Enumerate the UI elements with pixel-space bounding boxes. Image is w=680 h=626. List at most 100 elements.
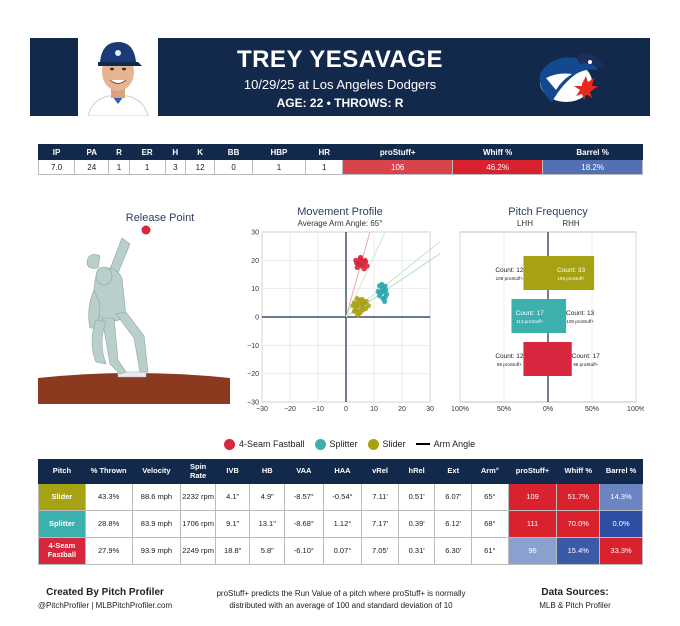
pitch-cell-prostuff: 96: [507, 537, 558, 565]
freq-tick-label: 50%: [585, 406, 599, 413]
stat-value-whiff: 46.2%: [451, 159, 544, 175]
y-tick-label: 20: [251, 258, 259, 265]
stat-header-prostuff: proStuff+: [342, 144, 453, 160]
stat-value-r: 1: [108, 159, 130, 175]
pitch-cell-velocity: 83.9 mph: [131, 510, 182, 538]
pitch-cell-ivb: 9.1": [214, 510, 251, 538]
pitch-row-slider: Slider 43.3% 88.6 mph 2232 rpm 4.1" 4.9" -8.57…: [38, 483, 643, 511]
legend-item-4-seam-fastball: 4-Seam Fastball: [224, 438, 305, 450]
pitch-cell-hb: 5.8": [249, 537, 286, 565]
slider-rhh-prostuff: 109 proStuff+: [557, 276, 585, 281]
slider-point: [365, 303, 371, 309]
stat-value-h: 3: [164, 159, 186, 175]
stat-value-ip: 7.0: [37, 159, 76, 175]
slider-rhh-count: Count: 33: [557, 267, 586, 274]
pitch-cell-arm: 65°: [471, 483, 509, 511]
pitch-cell-hb: 13.1": [249, 510, 286, 538]
x-tick-label: −10: [312, 406, 324, 413]
pitch-cell-whiff: 70.0%: [556, 510, 601, 538]
pitcher-silhouette: [86, 237, 149, 375]
pitch-name-cell: Slider: [38, 483, 86, 511]
pitch-cell-arm: 68°: [471, 510, 509, 538]
stats-value-row: 7.0 24 1 1 3 12 0 1 1 106 46.2% 18.2%: [37, 159, 643, 175]
legend-dot-icon: [367, 438, 379, 450]
splitter-lhh-count: Count: 17: [516, 310, 545, 317]
pitch-cell-prostuff: 109: [507, 483, 558, 511]
stats-header-row: IP PA R ER H K BB HBP HR proStuff+ Whiff % Barrel %: [37, 144, 643, 160]
slider-lhh-prostuff: 108 proStuff+: [496, 276, 524, 281]
pitch-cell-vaa: -8.57°: [284, 483, 324, 511]
release-point-chart: [36, 224, 232, 404]
pitch-cell-vrel: 7.11': [361, 483, 399, 511]
arm-angle-line-icon: [415, 443, 430, 445]
movement-profile-chart: −30 −20 −10 0 10 20 30 30 20 10 0 −10 −20 −30: [247, 230, 440, 413]
pitch-cell-ext: 6.07': [434, 483, 473, 511]
pitch-cell-hrel: 0.39': [397, 510, 436, 538]
pitch-header-thrown: % Thrown: [84, 459, 133, 484]
pitch-cell-whiff: 15.4%: [556, 537, 601, 565]
stat-header-hr: HR: [305, 144, 344, 160]
pitch-cell-vrel: 7.05': [361, 537, 399, 565]
splitter-rhh-count: Count: 13: [566, 310, 595, 317]
created-sub: @PitchProfiler | MLBPitchProfiler.com: [37, 601, 173, 610]
y-tick-label: −20: [247, 371, 259, 378]
pitch-header-arm: Arm°: [471, 459, 509, 484]
freq-tick-label: 50%: [497, 406, 511, 413]
note-line-2: distributed with an average of 100 and s…: [229, 600, 453, 610]
pitch-header-velocity: Velocity: [131, 459, 182, 484]
4-seam-fastball-rhh-count: Count: 17: [572, 353, 601, 360]
pitch-frequency-title: Pitch Frequency: [508, 206, 588, 218]
note-line-1: proStuff+ predicts the Run Value of a pi…: [216, 589, 466, 598]
splitter-point: [382, 283, 388, 289]
splitter-point: [375, 288, 381, 295]
slider-point: [355, 312, 361, 318]
pitch-cell-barrel: 33.3%: [599, 537, 643, 565]
slider-point: [360, 307, 366, 313]
pitch-header-prostuff: proStuff+: [507, 459, 558, 484]
slider-rhh-bar: [548, 256, 595, 290]
freq-tick-label: 100%: [627, 406, 644, 413]
4-seam-fastball-rhh-bar: [548, 342, 572, 376]
pitch-cell-vrel: 7.17': [361, 510, 399, 538]
pitch-row-splitter: Splitter 28.8% 83.9 mph 1706 rpm 9.1" 13.1" -8…: [38, 510, 643, 538]
pitch-cell-thrown: 27.9%: [84, 537, 133, 565]
pitch-header-haa: HAA: [322, 459, 363, 484]
4-seam-fastball-lhh-prostuff: 96 proStuff+: [497, 362, 522, 367]
pitch-header-row: Pitch% Thrown Velocity Spin Rate IVB HB VAA HA…: [38, 459, 643, 484]
splitter-rhh-prostuff: 109 proStuff+: [566, 319, 594, 324]
legend-label: Arm Angle: [433, 439, 476, 449]
pitch-cell-spin-rate: 1706 rpm: [180, 510, 216, 538]
pitch-header-whiff: Whiff %: [556, 459, 601, 484]
slider-point: [351, 308, 357, 314]
legend-label: Slider: [382, 439, 406, 449]
legend-label: 4-Seam Fastball: [239, 439, 305, 449]
pitching-rubber: [117, 371, 147, 378]
stat-value-hbp: 1: [251, 159, 307, 175]
slider-point: [359, 296, 365, 303]
freq-tick-label: 0%: [543, 406, 553, 413]
pitch-cell-barrel: 14.3%: [599, 483, 643, 511]
x-tick-label: 20: [398, 406, 406, 413]
stat-header-k: K: [184, 144, 216, 160]
age-throws: AGE: 22 • THROWS: R: [276, 96, 404, 110]
pitch-cell-barrel: 0.0%: [599, 510, 643, 538]
pitch-cell-ivb: 18.8": [214, 537, 251, 565]
y-tick-label: −30: [247, 400, 259, 407]
pitch-cell-whiff: 51.7%: [556, 483, 601, 511]
y-tick-label: 30: [251, 230, 259, 237]
freq-tick-label: 100%: [452, 406, 469, 413]
stat-header-ip: IP: [37, 144, 76, 160]
stat-header-er: ER: [128, 144, 166, 160]
movement-profile-title: Movement Profile: [297, 206, 383, 218]
player-name: TREY YESAVAGE: [236, 46, 444, 73]
x-tick-label: −20: [284, 406, 296, 413]
stat-header-whiff: Whiff %: [451, 144, 544, 160]
stat-value-hr: 1: [305, 159, 344, 175]
stat-header-h: H: [164, 144, 186, 160]
sources-sub: MLB & Pitch Profiler: [539, 601, 611, 610]
legend-item-arm-angle: Arm Angle: [415, 439, 476, 449]
pitch-row-4-seam-fastball: 4-Seam Fastball 27.9% 93.9 mph 2249 rpm 18.8…: [38, 537, 643, 565]
stat-header-barrel: Barrel %: [542, 144, 643, 160]
pitch-header-hb: HB: [249, 459, 286, 484]
splitter-lhh-bar: [511, 299, 548, 333]
